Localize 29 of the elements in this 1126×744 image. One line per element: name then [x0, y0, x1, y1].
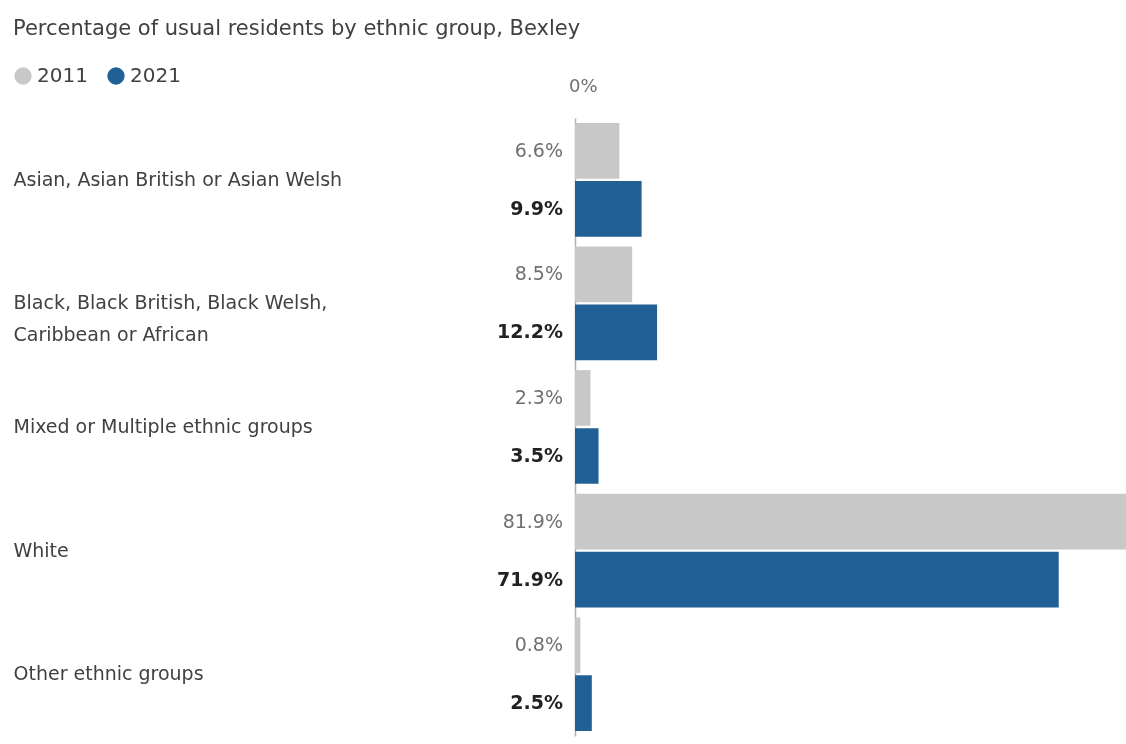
y-tick-label: Other ethnic groups: [13, 662, 204, 685]
bar: [575, 551, 1059, 608]
data-label: 8.5%: [514, 262, 563, 285]
text: Percentage of usual residents by ethnic group, Bexley: [13, 16, 581, 40]
bar: [575, 304, 658, 361]
y-tick-label: Asian, Asian British or Asian Welsh: [13, 167, 343, 190]
y-tick-label: Black, Black British, Black Welsh, Caribbean or African: [13, 291, 328, 346]
data-label: 81.9%: [502, 509, 563, 532]
data-label: 12.2%: [497, 320, 563, 343]
data-label: 3.5%: [510, 444, 563, 467]
bar: [575, 122, 620, 179]
y-tick-label: White: [13, 538, 69, 561]
bar: [575, 180, 642, 237]
data-label: 71.9%: [497, 567, 563, 590]
bar: [575, 675, 592, 732]
data-label: 2.3%: [514, 385, 563, 408]
data-label: 2.5%: [510, 691, 563, 714]
bar: [575, 493, 1126, 550]
text: 0%: [569, 75, 598, 96]
data-label: 0.8%: [514, 633, 563, 656]
bar: [575, 428, 599, 484]
bar: [575, 370, 591, 426]
data-label: 9.9%: [510, 196, 563, 219]
legend-label: 2011: [37, 63, 88, 87]
bar: [575, 246, 633, 303]
bar: [575, 617, 581, 674]
legend-label: 2021: [130, 63, 181, 87]
y-tick-label: Mixed or Multiple ethnic groups: [13, 415, 313, 437]
data-label: 6.6%: [514, 138, 563, 161]
